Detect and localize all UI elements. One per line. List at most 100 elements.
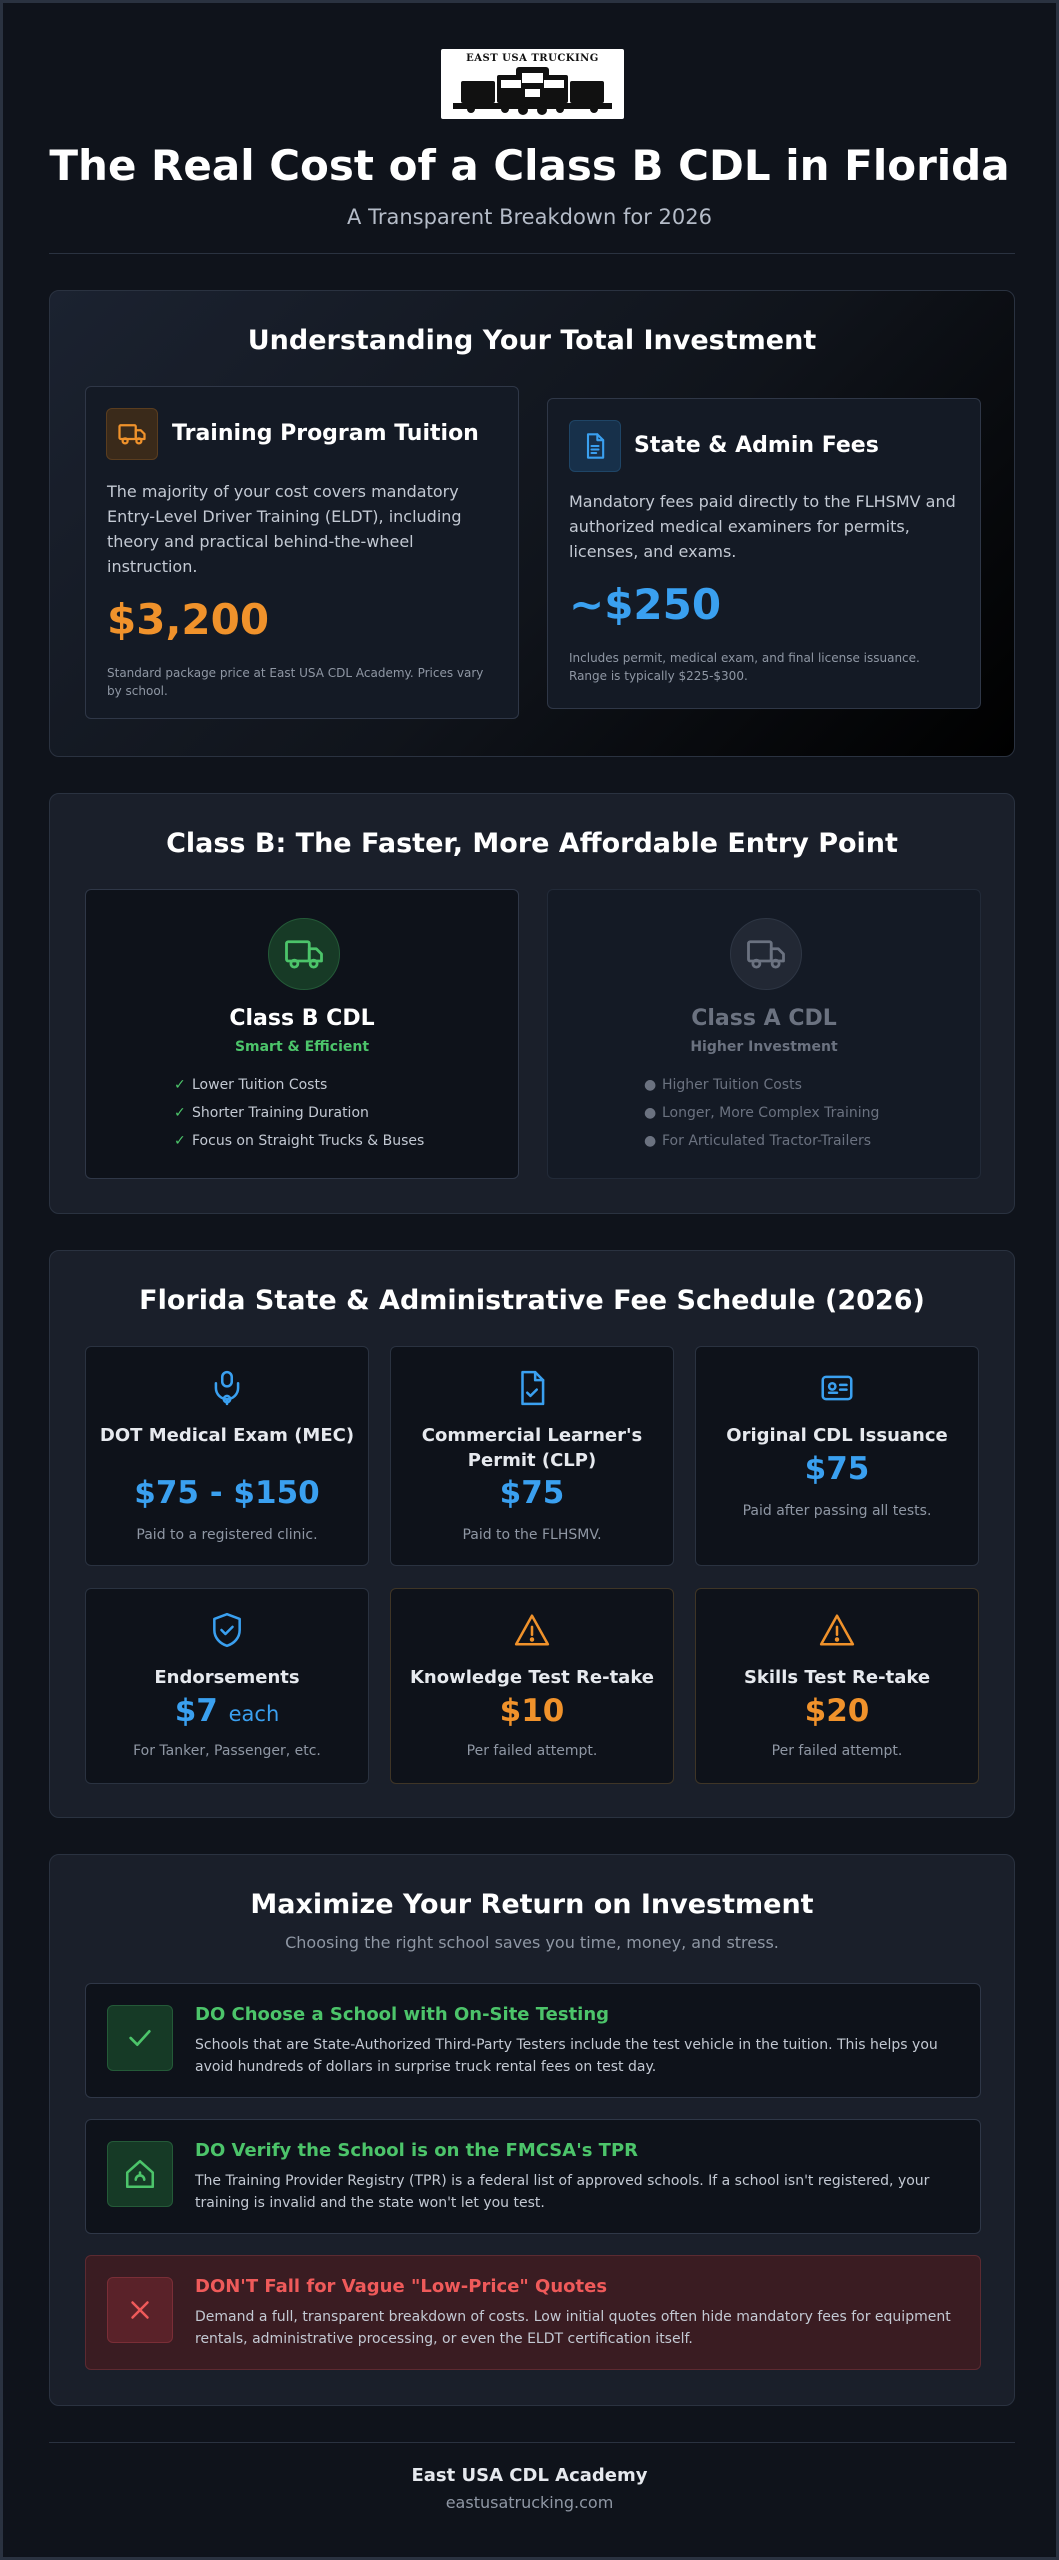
fee-note: For Tanker, Passenger, etc. — [133, 1743, 321, 1759]
comparison-title: Class B: The Faster, More Affordable Ent… — [166, 828, 898, 859]
tip-verify-tpr: DO Verify the School is on the FMCSA's T… — [85, 2119, 981, 2234]
drawback-text: Higher Tuition Costs — [662, 1077, 802, 1093]
list-item: ✓ Shorter Training Duration — [174, 1099, 424, 1127]
roi-title: Maximize Your Return on Investment — [250, 1889, 814, 1920]
fee-note: Paid to the FLHSMV. — [462, 1527, 602, 1543]
warning-icon — [696, 1611, 978, 1649]
fee-card-knowledge-retake: Knowledge Test Re-take $10 Per failed at… — [390, 1588, 674, 1784]
document-check-icon — [391, 1369, 673, 1407]
x-icon — [107, 2277, 173, 2343]
page-subtitle: A Transparent Breakdown for 2026 — [347, 205, 712, 229]
fee-value: $10 — [391, 1693, 673, 1729]
tuition-heading: Training Program Tuition — [172, 421, 479, 446]
document-icon — [569, 420, 621, 472]
bullet-icon: ● — [644, 1077, 657, 1093]
list-item: ● Higher Tuition Costs — [644, 1071, 879, 1099]
tip-body: The Training Provider Registry (TPR) is … — [195, 2173, 930, 2211]
fee-schedule-section: Florida State & Administrative Fee Sched… — [49, 1250, 1015, 1818]
fee-value: $7 each — [86, 1693, 368, 1729]
fee-name: Endorsements — [154, 1667, 300, 1688]
fee-card-learner-permit: Commercial Learner's Permit (CLP) $75 Pa… — [390, 1346, 674, 1566]
bullet-icon: ● — [644, 1105, 657, 1121]
class-comparison-section: Class B: The Faster, More Affordable Ent… — [49, 793, 1015, 1214]
fee-amount: $10 — [499, 1693, 565, 1729]
fee-note: Paid to a registered clinic. — [136, 1527, 318, 1543]
list-item: ✓ Lower Tuition Costs — [174, 1071, 424, 1099]
fee-schedule-title: Florida State & Administrative Fee Sched… — [139, 1285, 925, 1316]
fee-card-cdl-issuance: Original CDL Issuance $75 Paid after pas… — [695, 1346, 979, 1566]
class-a-card: Class A CDL Higher Investment ● Higher Tu… — [547, 889, 981, 1179]
state-fees-card: State & Admin Fees Mandatory fees paid d… — [547, 398, 981, 709]
fee-amount: $7 — [174, 1693, 218, 1729]
state-fees-price: ~$250 — [569, 580, 722, 629]
drawback-text: For Articulated Tractor-Trailers — [662, 1133, 871, 1149]
investment-section: Understanding Your Total Investment Trai… — [49, 290, 1015, 757]
truck-icon — [268, 918, 340, 990]
truck-icon — [730, 918, 802, 990]
footer-company-name: East USA CDL Academy — [411, 2465, 648, 2486]
bullet-icon: ● — [644, 1133, 657, 1149]
fee-amount: $20 — [804, 1693, 870, 1729]
fee-amount: $75 — [804, 1451, 870, 1487]
fee-card-endorsements: Endorsements $7 each For Tanker, Passeng… — [85, 1588, 369, 1784]
fee-name: Skills Test Re-take — [743, 1667, 931, 1688]
header-divider — [49, 253, 1015, 254]
fee-name: Commercial Learner's Permit (CLP) — [421, 1425, 643, 1471]
list-item: ● For Articulated Tractor-Trailers — [644, 1127, 879, 1155]
tuition-price: $3,200 — [107, 595, 270, 644]
tip-on-site-testing: DO Choose a School with On-Site Testing … — [85, 1983, 981, 2098]
fee-amount: $75 — [499, 1475, 565, 1511]
footer-divider — [49, 2442, 1015, 2443]
fee-value: $75 — [391, 1475, 673, 1511]
check-icon: ✓ — [174, 1105, 186, 1121]
fee-card-medical-exam: DOT Medical Exam (MEC) $75 - $150 Paid t… — [85, 1346, 369, 1566]
class-a-tagline: Higher Investment — [690, 1039, 838, 1055]
benefit-text: Focus on Straight Trucks & Buses — [192, 1133, 425, 1149]
class-b-tagline: Smart & Efficient — [234, 1039, 370, 1055]
benefit-text: Shorter Training Duration — [192, 1105, 369, 1121]
benefit-text: Lower Tuition Costs — [192, 1077, 328, 1093]
state-fees-heading: State & Admin Fees — [634, 433, 879, 458]
tip-avoid-low-price: DON'T Fall for Vague "Low-Price" Quotes … — [85, 2255, 981, 2370]
company-logo: EAST USA TRUCKING — [441, 49, 624, 119]
fee-value: $20 — [696, 1693, 978, 1729]
fee-note: Per failed attempt. — [771, 1743, 903, 1759]
tuition-description: The majority of your cost covers mandato… — [107, 482, 462, 576]
footer-website-link[interactable]: eastusatrucking.com — [445, 2493, 614, 2512]
warning-icon — [391, 1611, 673, 1649]
fee-name: Knowledge Test Re-take — [409, 1667, 655, 1688]
list-item: ● Longer, More Complex Training — [644, 1099, 879, 1127]
fee-amount: $75 - $150 — [134, 1475, 320, 1511]
class-b-benefits: ✓ Lower Tuition Costs ✓ Shorter Training D… — [174, 1071, 424, 1155]
drawback-text: Longer, More Complex Training — [662, 1105, 880, 1121]
logo-text: EAST USA TRUCKING — [466, 53, 599, 64]
home-shield-icon — [107, 2141, 173, 2207]
trucks-illustration-icon — [453, 67, 612, 115]
id-card-icon — [696, 1369, 978, 1407]
check-icon — [107, 2005, 173, 2071]
tuition-note: Standard package price at East USA CDL A… — [107, 666, 484, 698]
roi-section: Maximize Your Return on Investment Choos… — [49, 1854, 1015, 2406]
fee-card-skills-retake: Skills Test Re-take $20 Per failed attem… — [695, 1588, 979, 1784]
fee-name: Original CDL Issuance — [726, 1425, 948, 1446]
fee-note: Per failed attempt. — [466, 1743, 598, 1759]
fee-value: $75 - $150 — [86, 1475, 368, 1511]
shield-check-icon — [86, 1611, 368, 1649]
tip-title: DON'T Fall for Vague "Low-Price" Quotes — [195, 2276, 608, 2297]
fee-value: $75 — [696, 1451, 978, 1487]
fee-name: DOT Medical Exam (MEC) — [99, 1425, 355, 1446]
tip-title: DO Choose a School with On-Site Testing — [195, 2004, 610, 2025]
roi-subtitle: Choosing the right school saves you time… — [285, 1933, 779, 1952]
class-a-drawbacks: ● Higher Tuition Costs ● Longer, More Comp… — [644, 1071, 879, 1155]
class-b-name: Class B CDL — [229, 1006, 375, 1031]
fee-note: Paid after passing all tests. — [742, 1503, 932, 1519]
state-fees-note: Includes permit, medical exam, and final… — [569, 651, 920, 683]
stethoscope-icon — [86, 1369, 368, 1407]
investment-title: Understanding Your Total Investment — [247, 325, 817, 356]
fee-unit: each — [228, 1702, 280, 1726]
class-b-card: Class B CDL Smart & Efficient ✓ Lower Tui… — [85, 889, 519, 1179]
list-item: ✓ Focus on Straight Trucks & Buses — [174, 1127, 424, 1155]
tip-body: Schools that are State-Authorized Third-… — [195, 2037, 938, 2075]
state-fees-description: Mandatory fees paid directly to the FLHS… — [569, 492, 956, 561]
